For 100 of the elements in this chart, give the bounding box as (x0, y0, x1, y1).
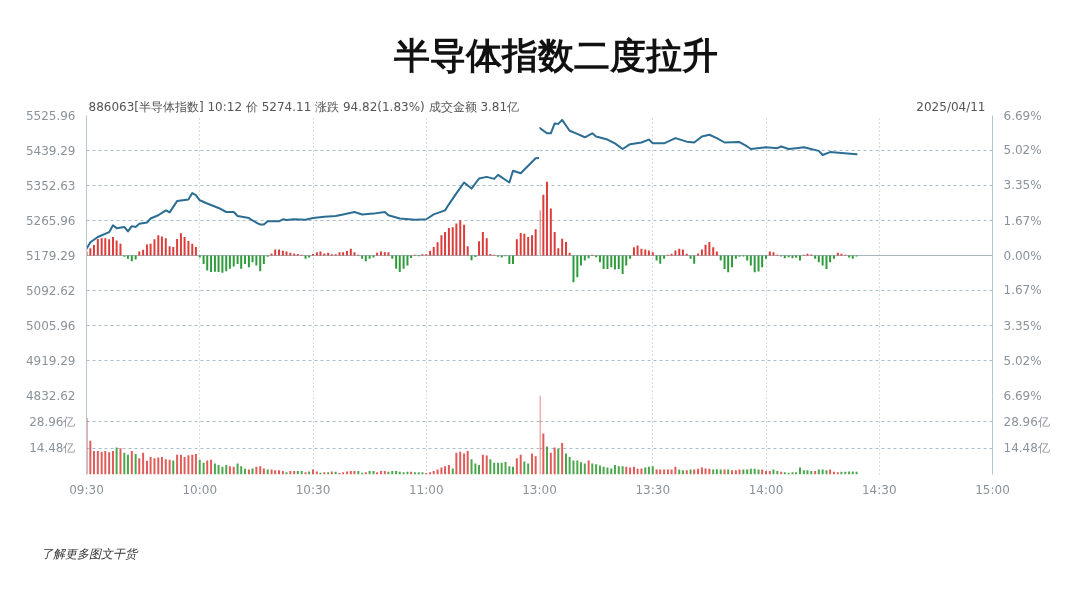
bar (579, 255, 582, 266)
text: 886063[半导体指数] 10:12 价 5274.11 涨跌 94.82(1.83%) 成交金额 3.81亿 (88, 99, 520, 114)
bar (451, 468, 454, 475)
y-tick-label: 3.35% (1003, 318, 1042, 333)
bar (542, 194, 545, 256)
y-tick-label: 6.69% (1003, 108, 1042, 123)
y-tick-label: 14.48亿 (29, 441, 76, 456)
y-tick-label: 4919.29 (25, 354, 76, 368)
bar (512, 466, 514, 475)
bar (519, 232, 522, 256)
bar (444, 232, 447, 256)
bar (723, 255, 726, 269)
y-tick-label: 5.02% (1003, 353, 1042, 368)
line-series (539, 118, 858, 157)
bar (674, 250, 677, 256)
bar (444, 466, 447, 475)
bar (583, 463, 586, 475)
bar (761, 255, 764, 268)
bar (308, 471, 311, 475)
bar (153, 239, 156, 256)
bar (353, 252, 356, 256)
bar (515, 239, 518, 256)
bar (198, 255, 201, 258)
bar (421, 472, 424, 475)
bar (447, 465, 450, 475)
bar (606, 255, 609, 269)
x-tick-label: 14:00 (748, 482, 784, 497)
bar (697, 253, 700, 256)
bar (262, 255, 265, 264)
bar (474, 463, 477, 475)
y-tick-label: 5439.29 (25, 144, 76, 158)
bar (542, 433, 545, 475)
bar (104, 451, 107, 475)
bar (194, 247, 197, 256)
bar (383, 252, 386, 256)
bar (315, 471, 318, 475)
bar (108, 239, 111, 256)
bar (565, 453, 567, 475)
bar (89, 440, 92, 475)
bar (587, 460, 590, 475)
bar (379, 251, 382, 256)
bar (625, 466, 628, 475)
bar (451, 227, 454, 256)
y-tick-label: 1.67% (1003, 283, 1042, 298)
bar (112, 236, 114, 256)
y-tick-label: 5352.63 (25, 179, 76, 193)
y-tick-label: 5525.96 (25, 109, 76, 123)
bar (172, 247, 175, 256)
y-tick-label: 4832.62 (25, 389, 76, 403)
y-tick-label: 28.96亿 (1003, 414, 1050, 429)
bar (829, 255, 832, 263)
bar (153, 458, 156, 475)
bar (719, 255, 722, 261)
x-tick-label: 10:30 (295, 482, 331, 497)
bar (221, 255, 224, 273)
bar (179, 233, 182, 256)
bar (466, 246, 469, 256)
y-tick-label: 3.35% (1003, 178, 1042, 193)
bar (104, 238, 107, 256)
bar (149, 457, 152, 475)
bar (715, 251, 718, 256)
bar (172, 460, 175, 475)
y-tick-label: 5092.62 (25, 284, 76, 298)
bar (489, 459, 492, 475)
y-tick-label: 5265.96 (25, 214, 76, 228)
text: 了解更多图文干货 (40, 546, 139, 561)
bar (561, 443, 564, 475)
bar (112, 451, 114, 475)
bar (565, 242, 567, 256)
y-tick-label: 5.02% (1003, 143, 1042, 158)
bar (534, 229, 537, 256)
bar (130, 255, 133, 262)
x-tick-label: 13:30 (635, 482, 671, 497)
bar (315, 252, 318, 256)
y-tick-label: 6.69% (1003, 388, 1042, 403)
bar (176, 238, 179, 256)
bar (447, 228, 450, 256)
bar (674, 466, 677, 475)
bar (308, 255, 311, 258)
bar (130, 451, 133, 475)
chart-title: 半导体指数二度拉升 (393, 35, 718, 76)
bar (240, 466, 243, 475)
bar (289, 252, 292, 256)
y-tick-label: 5005.96 (25, 319, 76, 333)
bar (149, 243, 152, 256)
x-tick-label: 13:00 (522, 482, 557, 497)
x-tick-label: 15:00 (975, 482, 1010, 497)
y-tick-label: 14.48亿 (1003, 441, 1050, 456)
bar (655, 255, 658, 261)
bar (179, 454, 182, 475)
bar (202, 462, 205, 475)
bar (398, 255, 401, 273)
text: 2025/04/11 (916, 99, 986, 114)
bar (534, 456, 537, 475)
bar (217, 465, 220, 475)
bar (557, 448, 560, 475)
y-tick-label: 1.67% (1003, 213, 1042, 228)
x-tick-label: 11:00 (408, 482, 444, 497)
x-tick-label: 10:00 (182, 482, 218, 497)
bar (693, 255, 696, 264)
